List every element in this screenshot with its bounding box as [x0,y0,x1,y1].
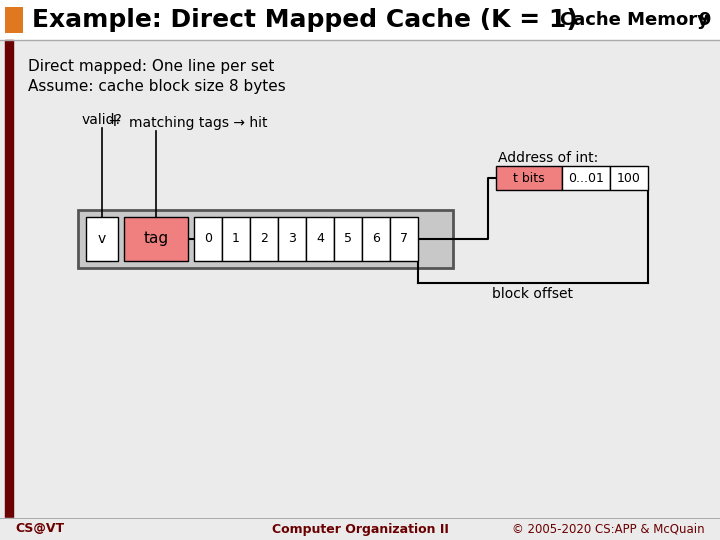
Text: block offset: block offset [492,287,574,301]
Text: 4: 4 [316,233,324,246]
Text: 5: 5 [344,233,352,246]
Bar [78,210,453,268]
Bar [390,217,418,261]
Bar [194,217,222,261]
Bar [278,217,306,261]
Text: 6: 6 [372,233,380,246]
Bar [362,217,390,261]
Text: v: v [98,232,106,246]
Text: valid?: valid? [81,113,122,127]
Text: Direct mapped: One line per set: Direct mapped: One line per set [28,58,274,73]
Bar [222,217,250,261]
Text: 7: 7 [400,233,408,246]
Bar [610,166,648,190]
Bar [250,217,278,261]
Text: Example: Direct Mapped Cache (K = 1): Example: Direct Mapped Cache (K = 1) [32,8,577,32]
Text: Computer Organization II: Computer Organization II [271,523,449,536]
Text: 1: 1 [232,233,240,246]
Text: © 2005-2020 CS:APP & McQuain: © 2005-2020 CS:APP & McQuain [513,523,705,536]
Bar [5,7,23,33]
Text: Assume: cache block size 8 bytes: Assume: cache block size 8 bytes [28,78,286,93]
Bar [562,166,610,190]
Bar [334,217,362,261]
Text: t bits: t bits [513,172,545,185]
Text: 0: 0 [204,233,212,246]
Text: tag: tag [143,232,168,246]
Text: 3: 3 [288,233,296,246]
Text: +: + [107,112,121,130]
Text: 100: 100 [617,172,641,185]
Text: Address of int:: Address of int: [498,151,598,165]
Text: matching tags → hit: matching tags → hit [129,116,268,130]
Bar [306,217,334,261]
Text: 0...01: 0...01 [568,172,604,185]
Text: Cache Memory: Cache Memory [560,11,709,29]
Bar [496,166,562,190]
Text: 2: 2 [260,233,268,246]
Bar [86,217,118,261]
Bar [124,217,188,261]
Text: 9: 9 [698,11,711,29]
Text: CS@VT: CS@VT [15,523,64,536]
